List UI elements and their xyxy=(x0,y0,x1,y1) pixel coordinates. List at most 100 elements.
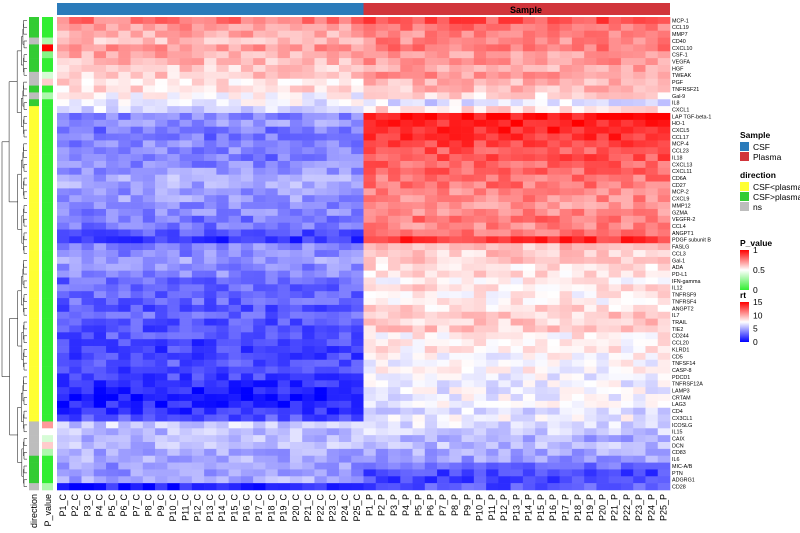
heatmap-cell xyxy=(657,174,671,182)
heatmap-cell xyxy=(363,215,377,223)
heatmap-cell xyxy=(547,291,560,299)
direction-cell xyxy=(29,147,39,155)
heatmap-cell xyxy=(584,229,597,237)
heatmap-cell xyxy=(461,236,475,244)
heatmap-cell xyxy=(486,270,499,278)
heatmap-cell xyxy=(289,346,303,354)
heatmap-cell xyxy=(400,208,413,217)
heatmap-cell xyxy=(522,17,536,25)
heatmap-cell xyxy=(657,421,671,429)
heatmap-cell xyxy=(559,99,573,107)
heatmap-cell xyxy=(326,51,340,59)
row-label: CD83 xyxy=(672,450,686,456)
heatmap-cell xyxy=(633,325,646,333)
heatmap-cell xyxy=(584,215,597,223)
heatmap-cell xyxy=(69,421,82,429)
heatmap-cell xyxy=(57,160,70,169)
heatmap-cell xyxy=(388,400,401,409)
heatmap-cell xyxy=(142,462,156,470)
heatmap-cell xyxy=(167,421,180,429)
heatmap-cell xyxy=(314,318,328,326)
heatmap-cell xyxy=(167,85,180,93)
heatmap-cell xyxy=(473,147,487,155)
heatmap-cell xyxy=(265,181,278,189)
heatmap-cell xyxy=(473,58,487,66)
heatmap-cell xyxy=(326,167,340,175)
heatmap-cells xyxy=(57,17,671,491)
heatmap-cell xyxy=(547,126,560,134)
p-value-cell xyxy=(42,442,53,450)
heatmap-cell xyxy=(326,339,340,347)
direction-cell xyxy=(29,359,39,367)
heatmap-cell xyxy=(118,339,131,347)
heatmap-cell xyxy=(69,243,82,251)
heatmap-cell xyxy=(191,387,205,395)
heatmap-cell xyxy=(314,373,328,381)
heatmap-cell xyxy=(388,23,401,32)
heatmap-cell xyxy=(81,448,95,457)
heatmap-cell xyxy=(522,126,536,134)
heatmap-cell xyxy=(400,51,413,59)
heatmap-cell xyxy=(657,332,671,340)
heatmap-cell xyxy=(93,222,107,230)
heatmap-cell xyxy=(69,154,82,162)
heatmap-cell xyxy=(535,44,548,52)
heatmap-cell xyxy=(400,421,413,429)
column-label: P2_C xyxy=(70,494,80,517)
heatmap-cell xyxy=(130,325,144,333)
heatmap-cell xyxy=(81,215,95,223)
heatmap-cell xyxy=(486,126,499,134)
heatmap-cell xyxy=(204,37,217,45)
heatmap-cell xyxy=(584,428,597,436)
heatmap-cell xyxy=(167,469,180,477)
heatmap-cell xyxy=(167,160,180,169)
heatmap-cell xyxy=(461,304,475,313)
heatmap-cell xyxy=(253,428,266,436)
heatmap-cell xyxy=(302,106,315,114)
heatmap-cell xyxy=(253,222,266,230)
heatmap-cell xyxy=(437,236,450,244)
heatmap-cell xyxy=(400,17,413,25)
heatmap-cell xyxy=(57,99,70,107)
heatmap-cell xyxy=(461,270,475,278)
heatmap-cell xyxy=(633,174,646,182)
heatmap-cell xyxy=(191,291,205,299)
heatmap-cell xyxy=(191,119,205,127)
heatmap-cell xyxy=(424,222,438,230)
p-value-cell xyxy=(42,140,53,148)
heatmap-cell xyxy=(547,311,560,319)
heatmap-cell xyxy=(486,78,499,86)
heatmap-cell xyxy=(510,202,524,210)
heatmap-cell xyxy=(253,188,266,196)
heatmap-cell xyxy=(437,476,450,484)
heatmap-cell xyxy=(69,291,82,299)
heatmap-cell xyxy=(449,112,462,121)
heatmap-cell xyxy=(388,85,401,93)
heatmap-cell xyxy=(461,71,475,79)
heatmap-cell xyxy=(412,243,426,251)
p-value-cell xyxy=(42,51,53,59)
heatmap-cell xyxy=(375,202,389,210)
heatmap-cell xyxy=(657,476,671,484)
heatmap-cell xyxy=(289,167,303,175)
heatmap-cell xyxy=(596,181,609,189)
heatmap-cell xyxy=(93,250,107,258)
heatmap-cell xyxy=(69,380,82,388)
heatmap-cell xyxy=(584,414,597,422)
heatmap-cell xyxy=(412,208,426,217)
heatmap-cell xyxy=(351,414,364,422)
heatmap-cell xyxy=(57,106,70,114)
heatmap-cell xyxy=(388,256,401,265)
heatmap-cell xyxy=(559,435,573,443)
heatmap-cell xyxy=(314,400,328,409)
heatmap-cell xyxy=(167,58,180,66)
heatmap-cell xyxy=(118,352,131,361)
heatmap-cell xyxy=(289,339,303,347)
heatmap-cell xyxy=(400,407,413,415)
heatmap-cell xyxy=(608,442,622,450)
heatmap-cell xyxy=(302,51,315,59)
heatmap-cell xyxy=(118,414,131,422)
heatmap-cell xyxy=(277,236,291,244)
heatmap-cell xyxy=(498,407,511,415)
p-value-cell xyxy=(42,325,53,333)
